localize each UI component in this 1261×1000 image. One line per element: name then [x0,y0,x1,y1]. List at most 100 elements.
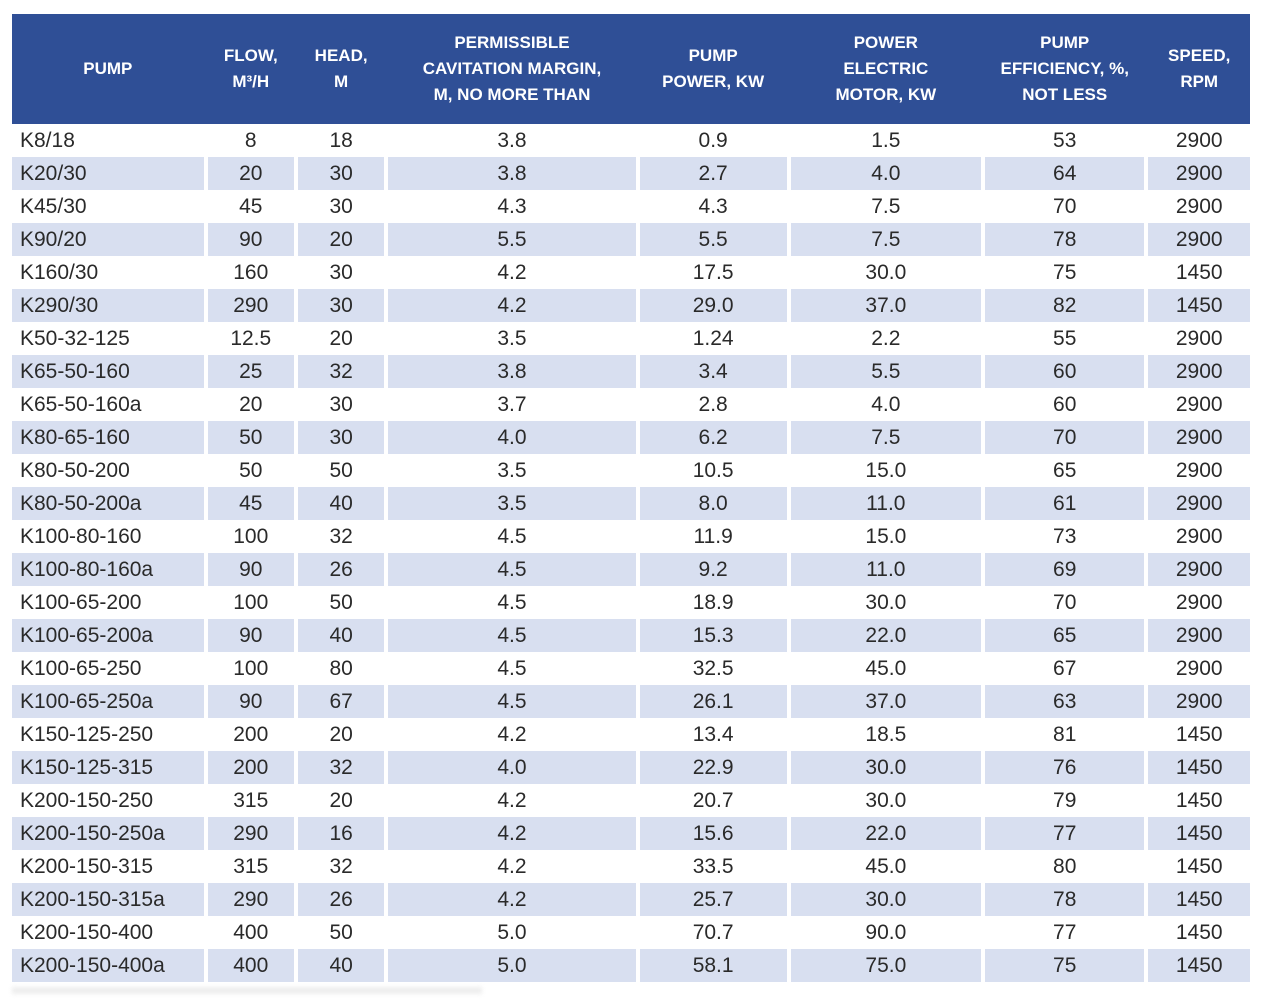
cell-flow: 50 [207,421,298,454]
cell-efficiency: 73 [985,520,1149,553]
cell-efficiency: 70 [985,586,1149,619]
table-row: K100-80-160 100 32 4.5 11.9 15.0 73 2900 [12,520,1250,553]
cell-flow: 160 [207,256,298,289]
cell-flow: 290 [207,817,298,850]
table-row: K100-65-200a 90 40 4.5 15.3 22.0 65 2900 [12,619,1250,652]
table-row: K150-125-315 200 32 4.0 22.9 30.0 76 145… [12,751,1250,784]
cell-pump-power: 6.2 [639,421,791,454]
cell-cavitation-margin: 4.2 [388,718,640,751]
cell-efficiency: 77 [985,817,1149,850]
cell-head: 50 [297,586,389,619]
table-row: K20/30 20 30 3.8 2.7 4.0 64 2900 [12,157,1250,190]
cell-speed: 1450 [1148,949,1250,982]
table-row: K100-80-160a 90 26 4.5 9.2 11.0 69 2900 [12,553,1250,586]
cell-motor-power: 7.5 [790,190,986,223]
cell-head: 40 [297,619,389,652]
cell-speed: 2900 [1148,586,1250,619]
table-row: K50-32-125 12.5 20 3.5 1.24 2.2 55 2900 [12,322,1250,355]
cell-cavitation-margin: 4.3 [388,190,640,223]
cell-pump: K45/30 [12,190,208,223]
cell-efficiency: 67 [985,652,1149,685]
cell-efficiency: 76 [985,751,1149,784]
table-header-row: PUMP FLOW, M³/H HEAD, M PERMISSIBLE CAVITAT… [12,14,1250,124]
cell-efficiency: 75 [985,949,1149,982]
table-row: K200-150-250 315 20 4.2 20.7 30.0 79 145… [12,784,1250,817]
cell-pump-power: 22.9 [639,751,791,784]
table-row: K200-150-400a 400 40 5.0 58.1 75.0 75 14… [12,949,1250,982]
table-row: K200-150-315a 290 26 4.2 25.7 30.0 78 14… [12,883,1250,916]
cell-head: 20 [297,322,389,355]
table-header: PUMP FLOW, M³/H HEAD, M PERMISSIBLE CAVITAT… [12,14,1250,124]
cell-pump: K80-50-200 [12,454,208,487]
table-row: K200-150-400 400 50 5.0 70.7 90.0 77 145… [12,916,1250,949]
cell-flow: 12.5 [207,322,298,355]
cell-pump-power: 70.7 [639,916,791,949]
cell-pump-power: 2.8 [639,388,791,421]
cell-pump: K100-65-200a [12,619,208,652]
cell-flow: 100 [207,652,298,685]
cell-head: 40 [297,487,389,520]
cell-speed: 1450 [1148,916,1250,949]
cell-pump-power: 5.5 [639,223,791,256]
cell-motor-power: 15.0 [790,520,986,553]
cell-pump-power: 8.0 [639,487,791,520]
cell-speed: 1450 [1148,256,1250,289]
cell-head: 30 [297,289,389,322]
cell-head: 80 [297,652,389,685]
cell-pump-power: 3.4 [639,355,791,388]
cell-speed: 2900 [1148,421,1250,454]
cell-efficiency: 69 [985,553,1149,586]
table-body: K8/18 8 18 3.8 0.9 1.5 53 2900 K20/30 20… [12,124,1250,982]
cell-efficiency: 80 [985,850,1149,883]
cell-cavitation-margin: 3.5 [388,322,640,355]
cell-head: 32 [297,520,389,553]
cell-motor-power: 37.0 [790,289,986,322]
cell-motor-power: 22.0 [790,817,986,850]
cell-cavitation-margin: 4.2 [388,883,640,916]
cell-efficiency: 81 [985,718,1149,751]
cell-cavitation-margin: 3.8 [388,124,640,157]
cell-head: 67 [297,685,389,718]
cell-head: 20 [297,223,389,256]
cell-flow: 90 [207,685,298,718]
cell-efficiency: 53 [985,124,1149,157]
cell-motor-power: 45.0 [790,850,986,883]
cell-pump-power: 9.2 [639,553,791,586]
cell-speed: 2900 [1148,652,1250,685]
cell-head: 32 [297,751,389,784]
cell-efficiency: 64 [985,157,1149,190]
cell-efficiency: 79 [985,784,1149,817]
cell-pump: K200-150-250a [12,817,208,850]
cell-efficiency: 60 [985,355,1149,388]
cell-speed: 2900 [1148,190,1250,223]
table-row: K65-50-160 25 32 3.8 3.4 5.5 60 2900 [12,355,1250,388]
cell-pump: K100-65-250a [12,685,208,718]
cell-motor-power: 37.0 [790,685,986,718]
table-row: K290/30 290 30 4.2 29.0 37.0 82 1450 [12,289,1250,322]
cell-head: 30 [297,388,389,421]
cell-head: 32 [297,355,389,388]
column-header-cavitation: PERMISSIBLE CAVITATION MARGIN, M, NO MOR… [388,14,640,124]
table-row: K90/20 90 20 5.5 5.5 7.5 78 2900 [12,223,1250,256]
cell-speed: 2900 [1148,355,1250,388]
cell-flow: 45 [207,487,298,520]
cell-head: 50 [297,454,389,487]
cell-flow: 400 [207,916,298,949]
cell-cavitation-margin: 4.2 [388,850,640,883]
cell-head: 30 [297,421,389,454]
cell-efficiency: 63 [985,685,1149,718]
cell-pump-power: 0.9 [639,124,791,157]
column-header-pump_power: PUMP POWER, KW [639,14,791,124]
cell-head: 20 [297,784,389,817]
table-row: K150-125-250 200 20 4.2 13.4 18.5 81 145… [12,718,1250,751]
column-header-speed: SPEED, RPM [1148,14,1250,124]
cell-flow: 315 [207,784,298,817]
cell-efficiency: 78 [985,883,1149,916]
cell-head: 40 [297,949,389,982]
cell-motor-power: 1.5 [790,124,986,157]
cell-cavitation-margin: 5.0 [388,949,640,982]
cell-motor-power: 30.0 [790,586,986,619]
cell-flow: 50 [207,454,298,487]
cell-flow: 290 [207,883,298,916]
cell-efficiency: 61 [985,487,1149,520]
